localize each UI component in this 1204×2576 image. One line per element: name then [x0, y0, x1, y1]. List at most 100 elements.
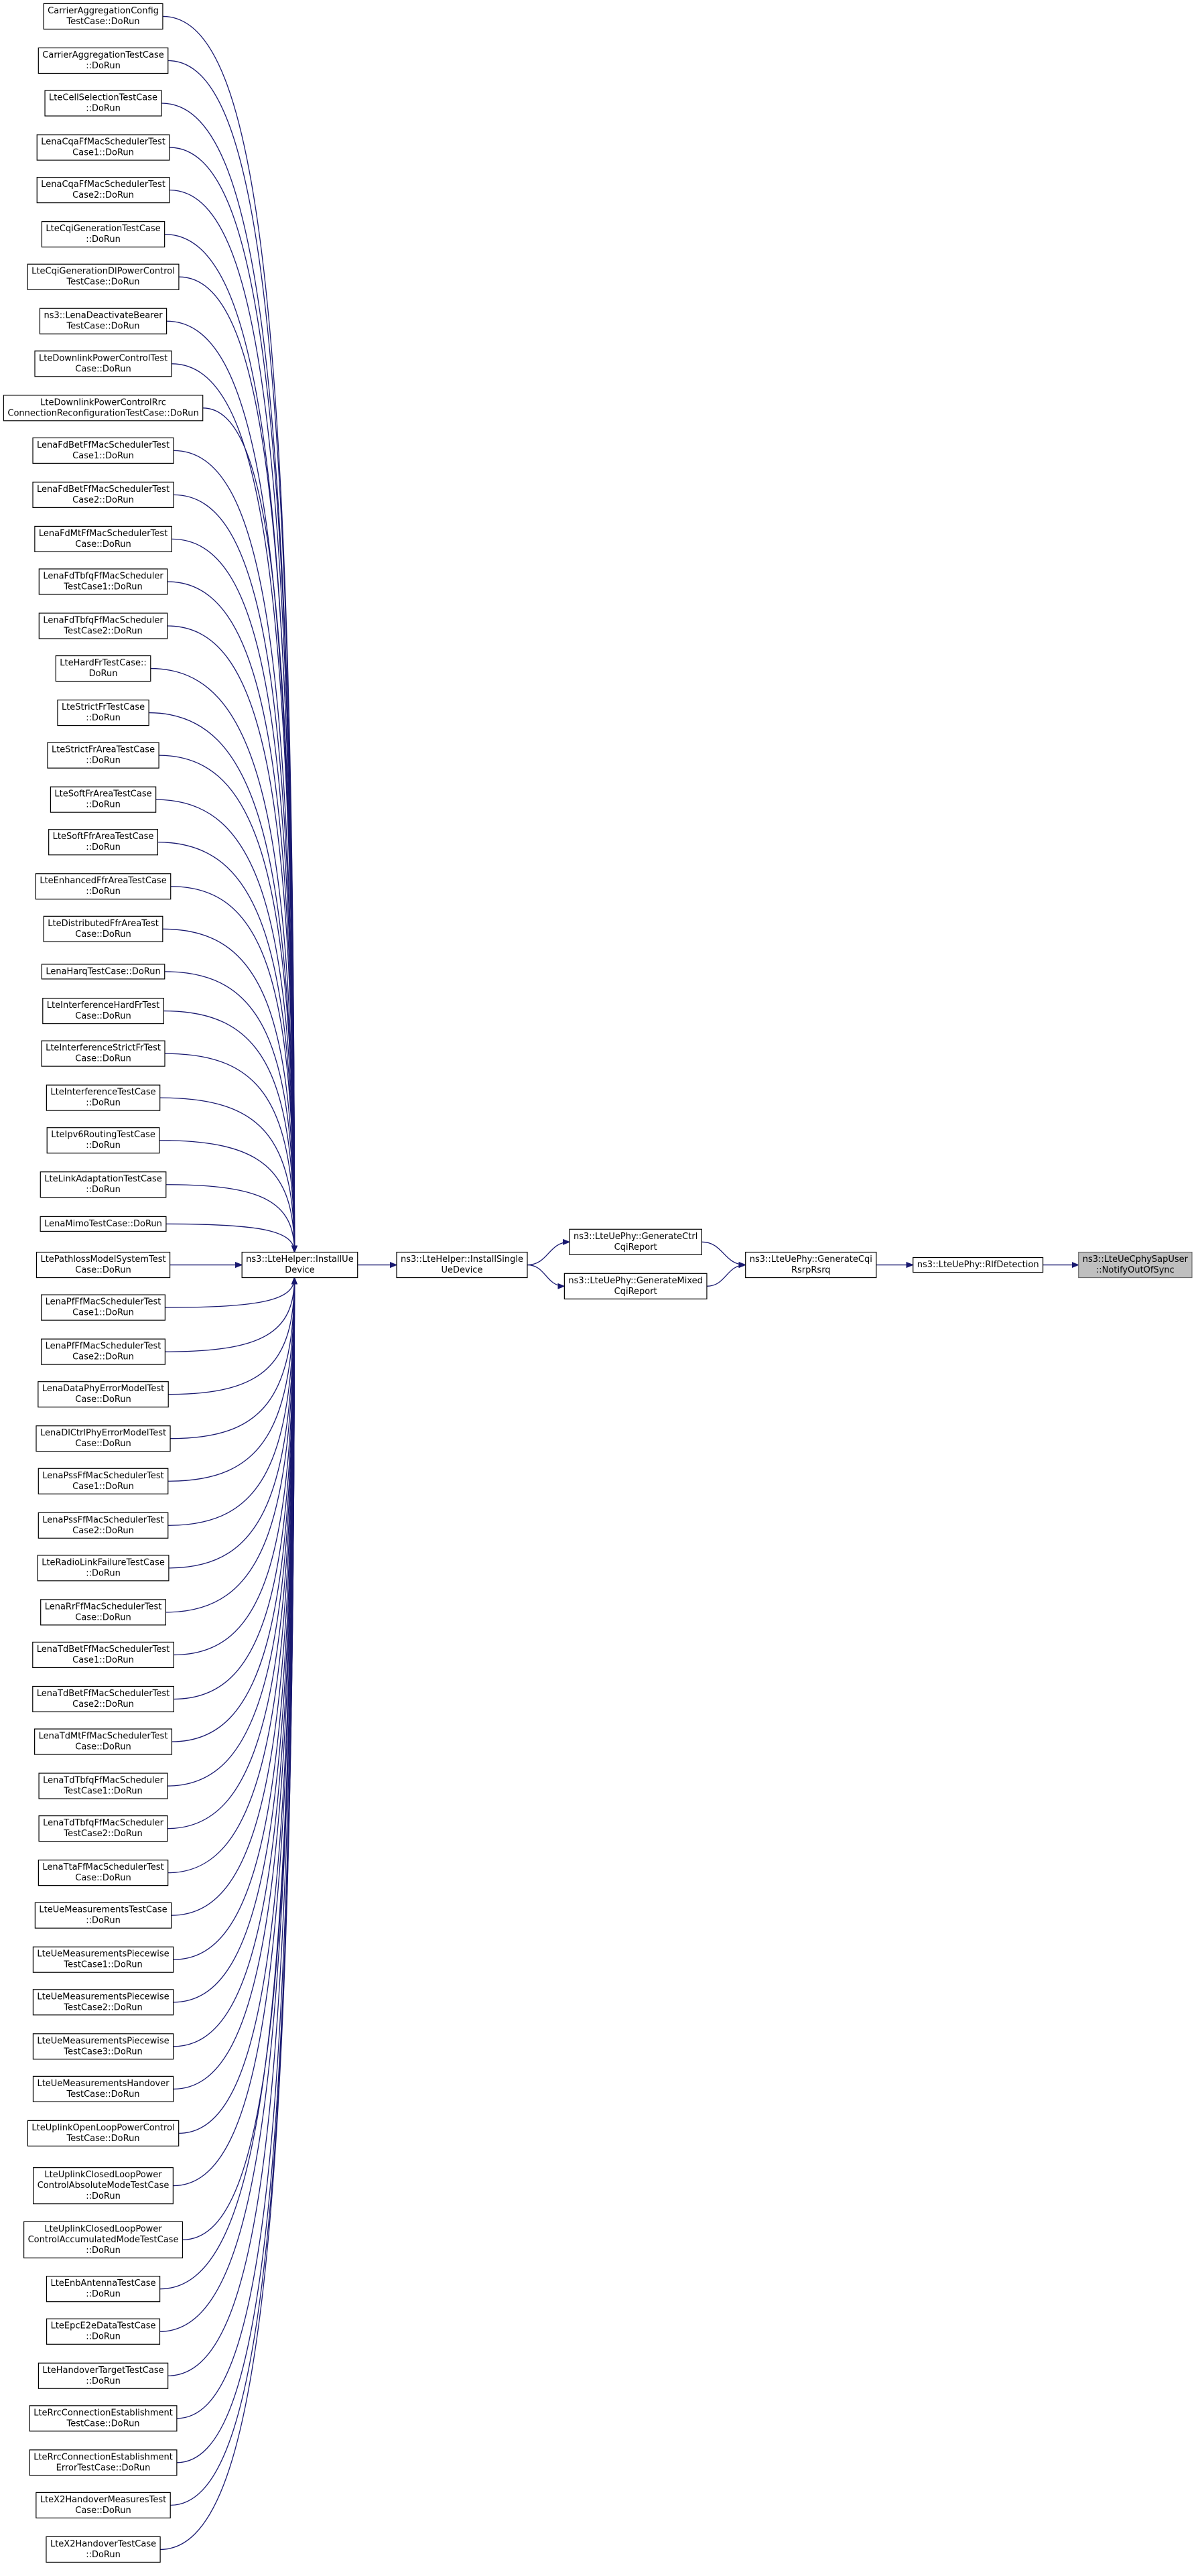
- graph-node: LteRadioLinkFailureTestCase::DoRun: [37, 1555, 170, 1582]
- call-edge: [527, 1242, 570, 1266]
- node-label: LteStrictFrTestCase: [62, 702, 145, 712]
- node-label: ns3::LteHelper::InstallUe: [246, 1254, 354, 1265]
- node-label: LteUplinkClosedLoopPower: [44, 2170, 162, 2180]
- node-box: [41, 1294, 165, 1321]
- node-box: [563, 1273, 708, 1299]
- node-label: LteRrcConnectionEstablishment: [34, 2452, 173, 2462]
- node-label: Case1::DoRun: [72, 1308, 134, 1318]
- node-label: LteUeMeasurementsTestCase: [39, 1905, 167, 1915]
- node-box: [35, 873, 172, 900]
- node-box: [36, 1425, 171, 1452]
- call-edge: [174, 450, 294, 1252]
- graph-node: LteRrcConnectionEstablishmentTestCase::D…: [29, 2405, 178, 2432]
- node-label: LenaPssFfMacSchedulerTest: [42, 1515, 163, 1525]
- node-box: [32, 1685, 174, 1713]
- call-edge: [155, 799, 295, 1252]
- node-label: ::DoRun: [86, 1141, 121, 1151]
- node-label: ::DoRun: [86, 61, 121, 71]
- graph-node: LteEnbAntennaTestCase::DoRun: [46, 2276, 161, 2303]
- node-label: LtePathlossModelSystemTest: [40, 1254, 165, 1265]
- node-label: LteSoftFfrAreaTestCase: [53, 832, 154, 842]
- graph-node: LteRrcConnectionEstablishmentErrorTestCa…: [29, 2449, 178, 2476]
- node-label: LteEpcE2eDataTestCase: [51, 2321, 156, 2331]
- node-label: LteDownlinkPowerControlRrc: [40, 397, 166, 407]
- node-label: LenaFdTbfqFfMacScheduler: [43, 615, 163, 625]
- node-label: ns3::LteUeCphySapUser: [1083, 1254, 1189, 1265]
- node-box: [745, 1251, 877, 1279]
- node-label: TestCase::DoRun: [66, 17, 139, 27]
- node-label: Case1::DoRun: [72, 148, 134, 158]
- node-label: TestCase::DoRun: [66, 2419, 139, 2429]
- node-label: TestCase2::DoRun: [63, 1829, 142, 1839]
- node-box: [55, 655, 151, 682]
- node-label: ns3::LteHelper::InstallSingle: [401, 1254, 523, 1265]
- call-edge: [165, 1278, 294, 1352]
- node-box: [38, 1815, 168, 1842]
- node-box: [569, 1228, 702, 1255]
- node-label: LteDownlinkPowerControlTest: [39, 353, 168, 363]
- call-edge: [173, 1278, 295, 1960]
- node-box: [32, 2033, 174, 2060]
- node-box: [46, 1084, 161, 1111]
- node-box: [46, 2536, 161, 2563]
- node-label: ::DoRun: [86, 842, 121, 852]
- node-label: LenaDataPhyErrorModelTest: [42, 1384, 164, 1394]
- node-label: LteUeMeasurementsPiecewise: [37, 2036, 169, 2046]
- graph-node: LteLinkAdaptationTestCase::DoRun: [40, 1171, 167, 1198]
- node-label: ::DoRun: [86, 800, 121, 810]
- node-label: RsrpRsrq: [791, 1265, 831, 1275]
- graph-node: LteSoftFrAreaTestCase::DoRun: [50, 786, 157, 813]
- node-box: [34, 1902, 172, 1929]
- call-edge: [527, 1264, 564, 1287]
- call-edge: [706, 1265, 746, 1287]
- node-label: CqiReport: [614, 1242, 657, 1252]
- node-label: LenaMimoTestCase::DoRun: [44, 1219, 162, 1229]
- node-label: Case::DoRun: [75, 1873, 131, 1883]
- node-box: [29, 2405, 178, 2432]
- call-edge: [164, 971, 295, 1252]
- graph-node: LteSoftFfrAreaTestCase::DoRun: [48, 829, 158, 856]
- graph-node: CarrierAggregationTestCase::DoRun: [38, 47, 169, 74]
- node-box: [32, 2075, 174, 2102]
- call-edge: [173, 1278, 294, 2187]
- node-label: ::DoRun: [86, 104, 121, 114]
- call-edge: [162, 15, 295, 1252]
- node-label: LteX2HandoverMeasuresTest: [40, 2495, 166, 2505]
- node-label: ns3::LteUePhy::GenerateMixed: [568, 1276, 703, 1286]
- node-box: [29, 2449, 178, 2476]
- node-label: ::DoRun: [86, 1185, 121, 1195]
- node-box: [38, 1512, 169, 1539]
- node-label: TestCase::DoRun: [66, 277, 139, 287]
- node-box: [37, 1555, 170, 1582]
- node-label: Case1::DoRun: [72, 1655, 134, 1665]
- graph-node: LteDownlinkPowerControlRrcConnectionReco…: [3, 395, 204, 422]
- node-label: LteEnbAntennaTestCase: [50, 2278, 155, 2289]
- node-box: [43, 915, 163, 942]
- node-box: [46, 1127, 160, 1154]
- node-box: [38, 1381, 169, 1408]
- node-label: LteHardFrTestCase::: [60, 658, 147, 668]
- graph-node: LteHardFrTestCase::DoRun: [55, 655, 151, 682]
- node-label: LenaPssFfMacSchedulerTest: [42, 1471, 163, 1481]
- call-edge: [202, 407, 295, 1252]
- node-box: [34, 350, 172, 377]
- node-label: LteInterferenceHardFrTest: [47, 1001, 159, 1011]
- node-box: [3, 395, 204, 422]
- graph-node: LteCellSelectionTestCase::DoRun: [44, 90, 162, 117]
- node-box: [47, 742, 159, 769]
- graph-node: LteUplinkClosedLoopPowerControlAbsoluteM…: [33, 2167, 174, 2205]
- node-box: [1078, 1251, 1193, 1279]
- node-label: TestCase::DoRun: [66, 2089, 139, 2100]
- node-box: [38, 47, 169, 74]
- node-label: Case::DoRun: [75, 1054, 131, 1064]
- node-label: CarrierAggregationTestCase: [42, 50, 163, 60]
- node-label: LenaFdBetFfMacSchedulerTest: [37, 440, 170, 450]
- call-edge: [167, 625, 295, 1252]
